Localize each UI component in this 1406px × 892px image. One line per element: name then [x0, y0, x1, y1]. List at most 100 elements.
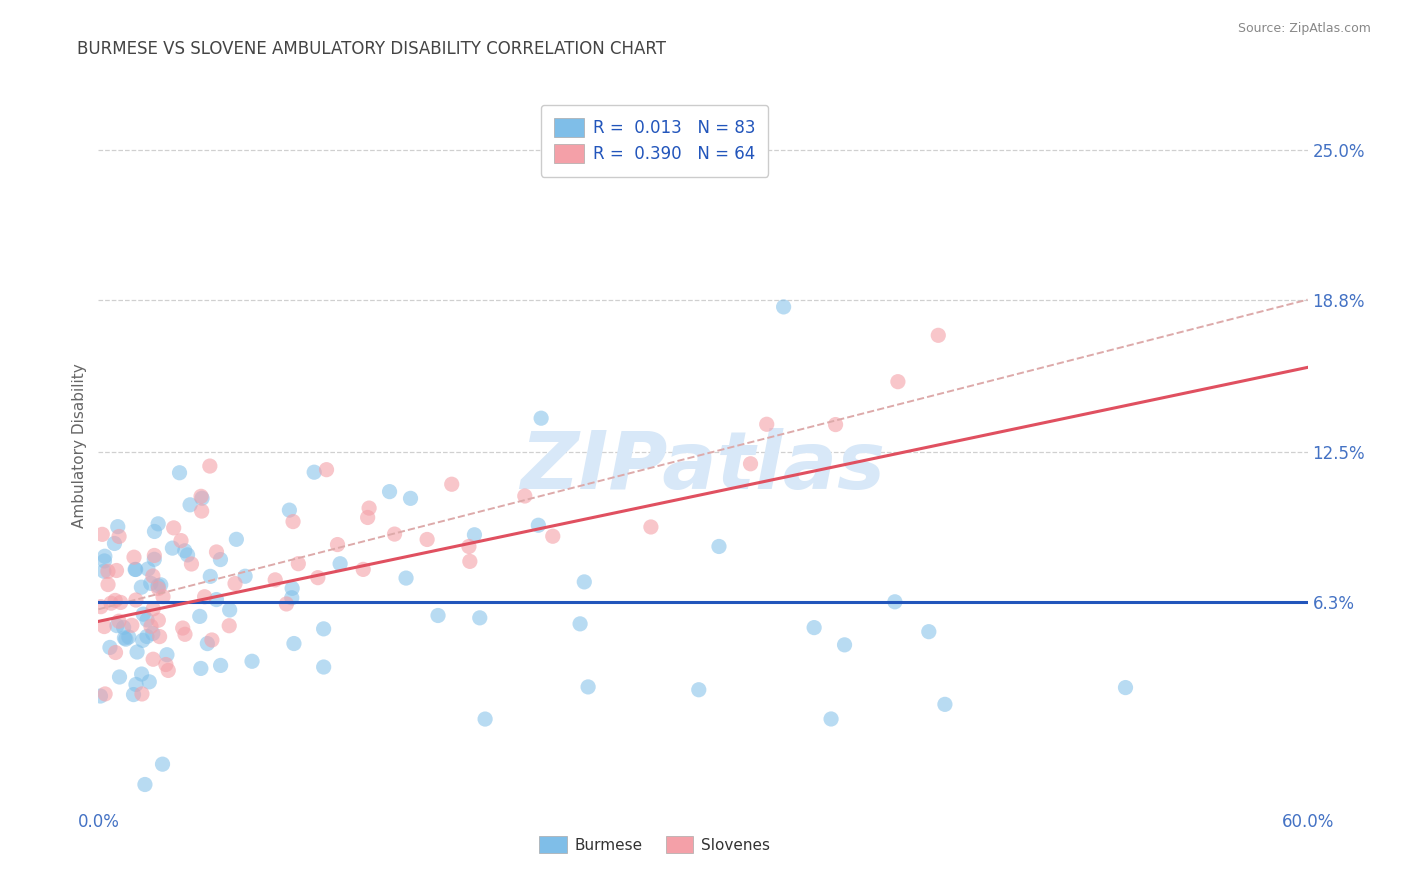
- Point: [122, 550, 145, 565]
- Point: [112, 620, 135, 634]
- Point: [118, 630, 141, 644]
- Point: [640, 520, 662, 534]
- Point: [281, 591, 304, 605]
- Point: [883, 595, 905, 609]
- Point: [281, 515, 304, 529]
- Point: [135, 630, 157, 644]
- Point: [157, 664, 180, 678]
- Point: [281, 582, 304, 596]
- Point: [190, 661, 212, 675]
- Point: [131, 633, 153, 648]
- Point: [225, 533, 247, 547]
- Point: [302, 465, 325, 479]
- Point: [89, 689, 111, 703]
- Point: [276, 597, 298, 611]
- Point: [131, 580, 153, 594]
- Point: [139, 619, 162, 633]
- Point: [172, 621, 194, 635]
- Point: [103, 536, 125, 550]
- Point: [209, 658, 232, 673]
- Point: [143, 524, 166, 539]
- Point: [233, 569, 256, 583]
- Point: [152, 590, 174, 604]
- Point: [149, 630, 172, 644]
- Point: [93, 554, 115, 568]
- Y-axis label: Ambulatory Disability: Ambulatory Disability: [72, 364, 87, 528]
- Point: [155, 657, 177, 672]
- Point: [104, 593, 127, 607]
- Point: [93, 564, 115, 578]
- Point: [927, 328, 949, 343]
- Point: [132, 607, 155, 622]
- Point: [918, 624, 941, 639]
- Point: [315, 463, 337, 477]
- Point: [312, 660, 335, 674]
- Point: [108, 614, 131, 628]
- Point: [378, 484, 401, 499]
- Point: [94, 687, 117, 701]
- Point: [180, 557, 202, 571]
- Point: [148, 613, 170, 627]
- Point: [142, 569, 165, 583]
- Point: [440, 477, 463, 491]
- Point: [124, 562, 146, 576]
- Point: [356, 510, 378, 524]
- Point: [384, 527, 406, 541]
- Point: [205, 545, 228, 559]
- Point: [527, 518, 550, 533]
- Point: [326, 537, 349, 551]
- Point: [142, 626, 165, 640]
- Point: [91, 527, 114, 541]
- Point: [205, 592, 228, 607]
- Point: [887, 375, 910, 389]
- Point: [359, 501, 381, 516]
- Point: [395, 571, 418, 585]
- Point: [163, 521, 186, 535]
- Point: [136, 613, 159, 627]
- Point: [574, 574, 596, 589]
- Point: [569, 616, 592, 631]
- Point: [173, 543, 195, 558]
- Point: [162, 541, 184, 555]
- Point: [191, 491, 214, 506]
- Point: [143, 552, 166, 566]
- Point: [98, 640, 121, 655]
- Point: [803, 621, 825, 635]
- Legend: Burmese, Slovenes: Burmese, Slovenes: [533, 830, 776, 859]
- Point: [110, 595, 132, 609]
- Point: [108, 670, 131, 684]
- Point: [105, 564, 128, 578]
- Point: [97, 565, 120, 579]
- Point: [131, 687, 153, 701]
- Point: [190, 489, 212, 503]
- Point: [114, 631, 136, 645]
- Text: Source: ZipAtlas.com: Source: ZipAtlas.com: [1237, 22, 1371, 36]
- Point: [100, 596, 122, 610]
- Point: [156, 648, 179, 662]
- Point: [427, 608, 450, 623]
- Point: [474, 712, 496, 726]
- Point: [125, 645, 148, 659]
- Point: [307, 571, 329, 585]
- Point: [707, 540, 730, 554]
- Point: [688, 682, 710, 697]
- Point: [283, 636, 305, 650]
- Point: [143, 549, 166, 563]
- Point: [114, 632, 136, 647]
- Point: [541, 529, 564, 543]
- Point: [179, 498, 201, 512]
- Point: [142, 602, 165, 616]
- Point: [125, 562, 148, 576]
- Point: [93, 619, 115, 633]
- Point: [834, 638, 856, 652]
- Point: [142, 652, 165, 666]
- Point: [458, 554, 481, 568]
- Point: [190, 504, 212, 518]
- Point: [146, 579, 169, 593]
- Point: [530, 411, 553, 425]
- Point: [352, 562, 374, 576]
- Point: [152, 757, 174, 772]
- Point: [125, 677, 148, 691]
- Point: [122, 688, 145, 702]
- Point: [513, 489, 536, 503]
